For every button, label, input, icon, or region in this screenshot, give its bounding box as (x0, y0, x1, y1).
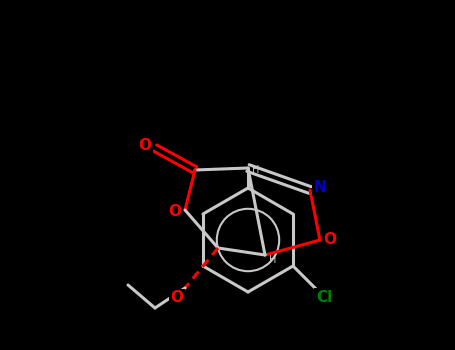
Text: H: H (269, 255, 277, 265)
Text: N: N (313, 180, 326, 195)
Text: O: O (138, 138, 152, 153)
Text: Cl: Cl (316, 289, 332, 304)
Text: H: H (253, 165, 260, 175)
Text: O: O (168, 204, 182, 219)
Text: O: O (171, 290, 183, 306)
Text: O: O (324, 232, 337, 247)
